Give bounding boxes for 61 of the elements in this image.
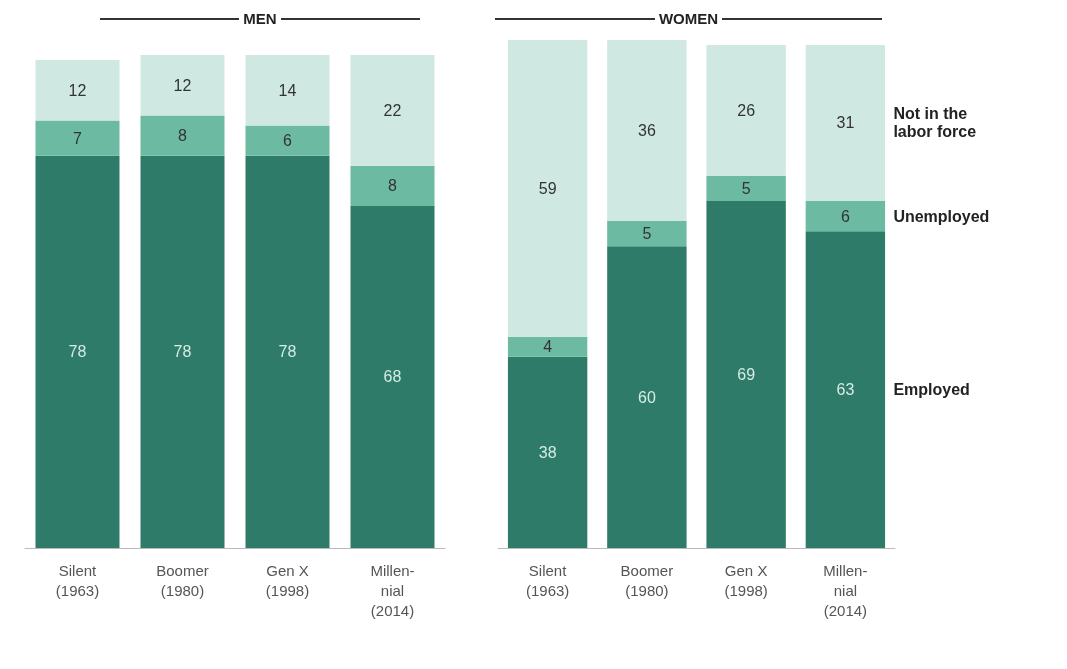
data-label: 63 bbox=[836, 381, 855, 399]
series-label: Not in the labor force bbox=[893, 105, 977, 141]
data-label: 4 bbox=[543, 338, 553, 356]
data-label: 14 bbox=[278, 81, 297, 99]
bar bbox=[140, 115, 225, 156]
data-label: 60 bbox=[637, 388, 656, 406]
bar bbox=[140, 55, 225, 116]
data-label: 68 bbox=[383, 368, 402, 386]
x-tick-label: Silent (1963) bbox=[55, 561, 100, 599]
data-label: 78 bbox=[173, 343, 192, 361]
data-label: 59 bbox=[538, 179, 557, 197]
data-label: 12 bbox=[173, 76, 192, 94]
data-label: 78 bbox=[68, 343, 87, 361]
bar bbox=[245, 125, 330, 156]
bar bbox=[607, 246, 687, 548]
x-tick-label: Silent (1963) bbox=[525, 561, 570, 599]
data-label: 69 bbox=[737, 365, 756, 383]
bar bbox=[35, 155, 120, 548]
bar bbox=[140, 155, 225, 548]
bar bbox=[805, 45, 886, 201]
bar bbox=[805, 231, 886, 548]
x-tick-label: Millen- nial (2014) bbox=[370, 561, 415, 619]
data-label: 6 bbox=[840, 207, 850, 225]
data-label: 31 bbox=[836, 114, 855, 132]
bar bbox=[507, 336, 588, 357]
x-tick-label: Millen- nial (2014) bbox=[823, 561, 868, 619]
x-tick-label: Boomer (1980) bbox=[620, 561, 674, 599]
bar bbox=[35, 60, 120, 121]
data-label: 6 bbox=[283, 132, 293, 150]
data-label: 12 bbox=[68, 81, 87, 99]
bar bbox=[706, 175, 786, 201]
data-label: 36 bbox=[637, 122, 656, 140]
x-tick-label: Gen X (1998) bbox=[724, 561, 768, 599]
series-label: Employed bbox=[893, 381, 970, 399]
x-tick-label: Gen X (1998) bbox=[265, 561, 310, 599]
data-label: 5 bbox=[741, 179, 751, 197]
bar bbox=[507, 40, 588, 337]
bar bbox=[350, 205, 435, 548]
bar bbox=[245, 55, 330, 126]
bar bbox=[805, 200, 886, 232]
bar bbox=[607, 221, 687, 247]
chart-title: WOMEN bbox=[657, 10, 720, 27]
bar bbox=[607, 40, 687, 222]
data-label: 7 bbox=[73, 129, 83, 147]
bar bbox=[350, 165, 435, 206]
bar bbox=[706, 45, 786, 176]
data-label: 26 bbox=[737, 101, 756, 119]
data-label: 8 bbox=[388, 177, 398, 195]
data-label: 22 bbox=[383, 101, 402, 119]
data-label: 8 bbox=[178, 127, 188, 145]
x-tick-label: Boomer (1980) bbox=[156, 561, 209, 599]
bar bbox=[706, 200, 786, 548]
bar bbox=[350, 55, 435, 166]
data-label: 78 bbox=[278, 343, 297, 361]
series-label: Unemployed bbox=[893, 207, 990, 225]
data-label: 5 bbox=[642, 225, 652, 243]
bar bbox=[507, 356, 588, 548]
chart-title: MEN bbox=[242, 10, 278, 27]
data-label: 38 bbox=[538, 443, 557, 461]
bar bbox=[35, 120, 120, 156]
bar bbox=[245, 155, 330, 548]
